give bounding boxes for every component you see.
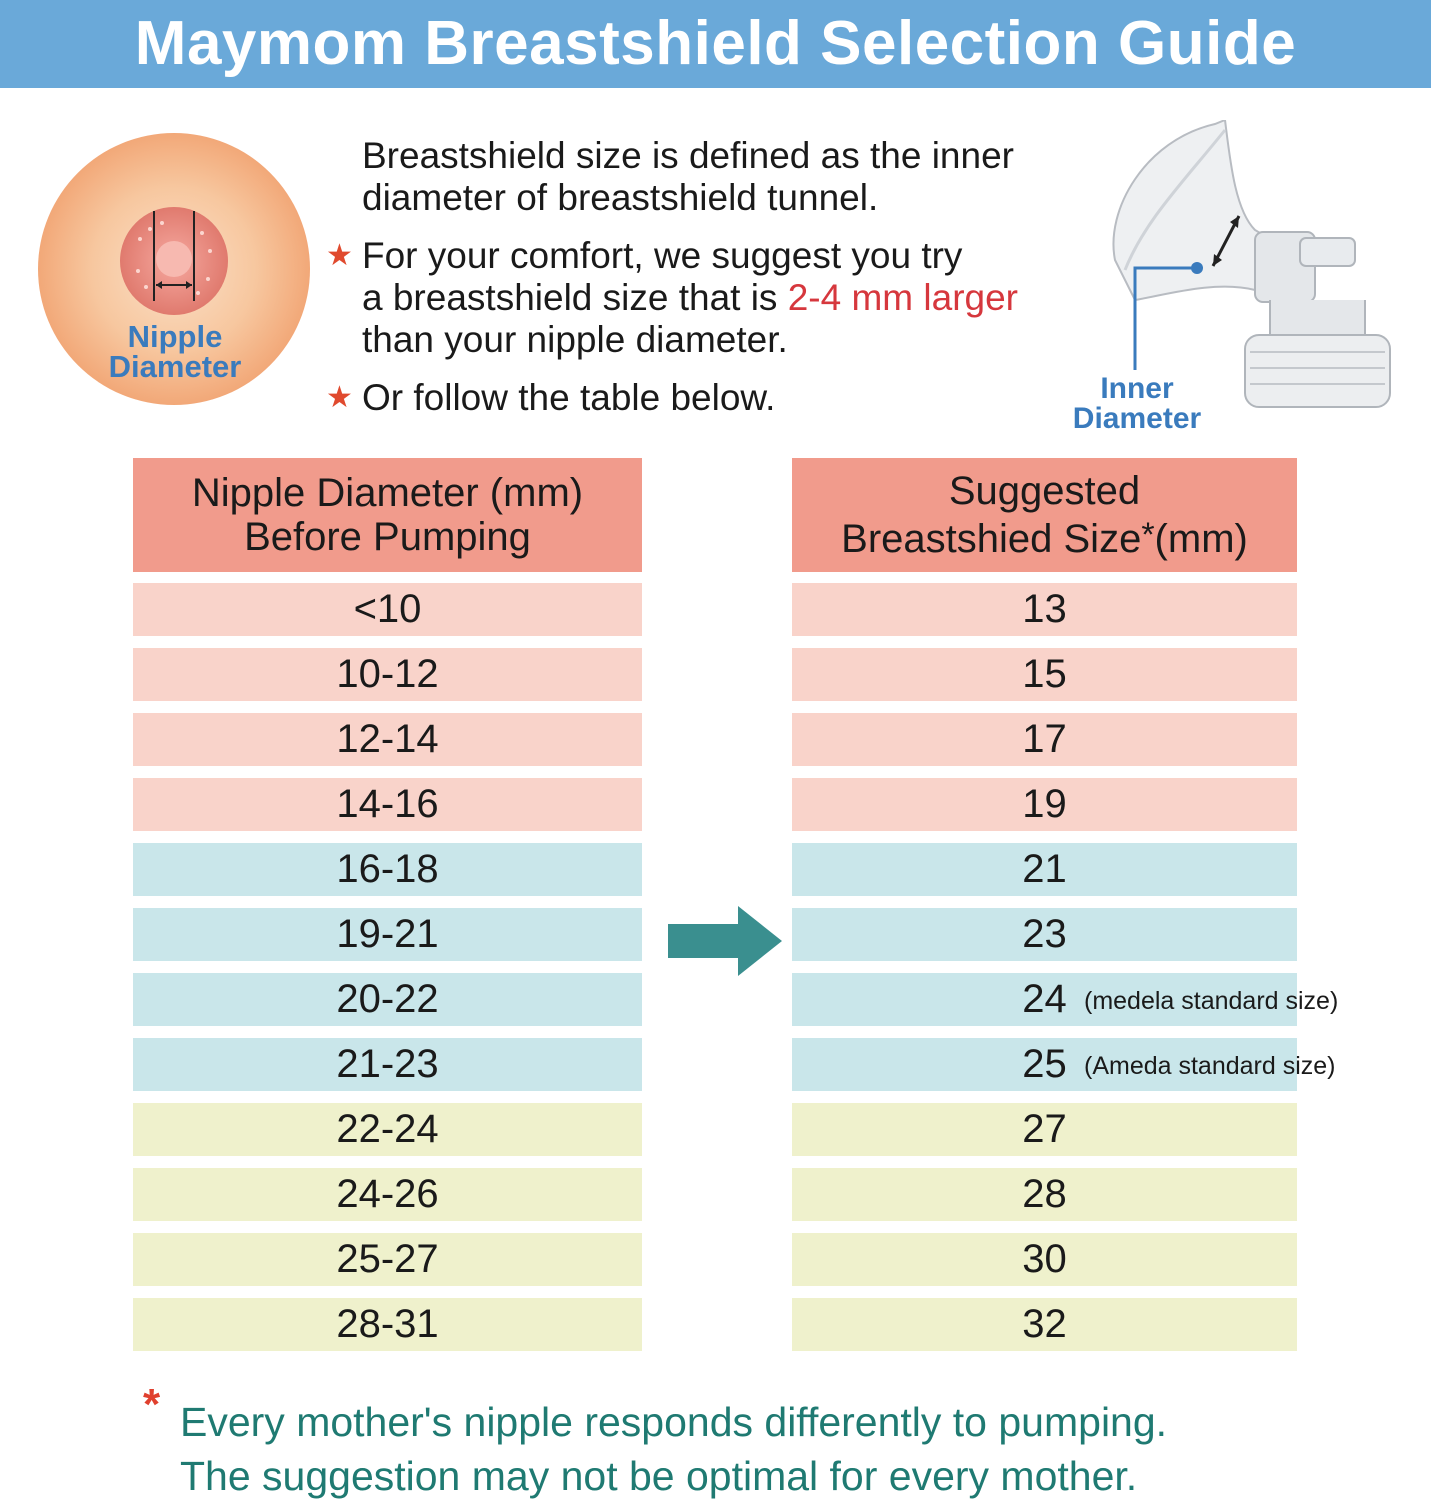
- bullet1-line-c: than your nipple diameter.: [362, 319, 788, 360]
- size-value: 21: [1022, 847, 1067, 891]
- suggested-size-cell: 17: [792, 713, 1297, 766]
- nipple-diameter-cell: 12-14: [133, 713, 642, 766]
- nipple-diameter-cell: <10: [133, 583, 642, 636]
- intro-line2: diameter of breastshield tunnel.: [362, 177, 879, 218]
- footnote-line1: Every mother's nipple responds different…: [180, 1399, 1168, 1445]
- suggested-size-cell: 19: [792, 778, 1297, 831]
- size-value: 28: [1022, 1172, 1067, 1216]
- nipple-diameter-column: <10 10-12 12-14 14-16 16-18 19-21 20-22 21-23 22…: [133, 583, 642, 1363]
- nipple-diameter-cell: 22-24: [133, 1103, 642, 1156]
- bullet2-text: Or follow the table below.: [362, 377, 776, 418]
- suggested-size-cell: 15: [792, 648, 1297, 701]
- size-value: 15: [1022, 652, 1067, 696]
- size-note: (Ameda standard size): [1084, 1052, 1336, 1080]
- suggested-size-cell: 25 (Ameda standard size): [792, 1038, 1336, 1091]
- suggested-size-cell: 30: [792, 1233, 1297, 1286]
- nipple-diameter-cell: 10-12: [133, 648, 642, 701]
- nipple-diameter-illustration: [38, 133, 310, 405]
- bullet-comfort: ★ For your comfort, we suggest you try a…: [326, 235, 1102, 361]
- nipple-diameter-cell: 20-22: [133, 973, 642, 1026]
- star-icon: ★: [326, 381, 353, 414]
- size-value: 25: [1022, 1042, 1067, 1086]
- right-header-line2: Breastshied Size*(mm): [841, 513, 1248, 561]
- footnote-line2: The suggestion may not be optimal for ev…: [180, 1453, 1138, 1499]
- nipple-diameter-header: Nipple Diameter (mm) Before Pumping: [133, 458, 642, 572]
- inner-label-line1: Inner: [1100, 372, 1174, 405]
- nipple-label-line1: Nipple: [127, 319, 223, 354]
- inner-label-line2: Diameter: [1072, 402, 1202, 435]
- right-header-unit: (mm): [1154, 517, 1248, 561]
- bullet1-text-b: a breastshield size that is: [362, 277, 788, 318]
- size-value: 24: [1022, 977, 1067, 1021]
- nipple-diameter-cell: 16-18: [133, 843, 642, 896]
- size-value: 17: [1022, 717, 1067, 761]
- footnote-asterisk: *: [143, 1380, 161, 1429]
- nipple-diameter-cell: 21-23: [133, 1038, 642, 1091]
- intro-line1: Breastshield size is defined as the inne…: [362, 135, 1014, 176]
- size-value: 23: [1022, 912, 1067, 956]
- suggested-size-cell: 23: [792, 908, 1297, 961]
- bullet1-line-b: a breastshield size that is 2-4 mm large…: [362, 277, 1102, 319]
- nipple-diameter-cell: 14-16: [133, 778, 642, 831]
- size-value: 19: [1022, 782, 1067, 826]
- size-value: 30: [1022, 1237, 1067, 1281]
- right-header-text: Breastshied Size: [841, 517, 1142, 561]
- page-title: Maymom Breastshield Selection Guide: [134, 9, 1297, 78]
- right-arrow-icon: [668, 906, 782, 976]
- suggested-size-cell: 24 (medela standard size): [792, 973, 1338, 1026]
- size-value: 27: [1022, 1107, 1067, 1151]
- size-value: 32: [1022, 1302, 1067, 1346]
- suggested-size-cell: 27: [792, 1103, 1297, 1156]
- suggested-size-column: 13 15 17 19 21 23 24 (medela standard size) 25 (A…: [792, 583, 1338, 1363]
- nipple-label-line2: Diameter: [108, 349, 242, 384]
- suggested-size-header: Suggested Breastshied Size*(mm): [792, 458, 1297, 572]
- right-header-line1: Suggested: [948, 469, 1141, 513]
- nipple-diameter-label: Nipple Diameter: [90, 319, 260, 384]
- bullet-table: ★ Or follow the table below.: [326, 377, 1102, 419]
- inner-diameter-label: Inner Diameter: [1062, 374, 1212, 434]
- suggested-size-cell: 13: [792, 583, 1297, 636]
- bullet1-line-a: For your comfort, we suggest you try: [362, 235, 963, 276]
- nipple-diameter-cell: 25-27: [133, 1233, 642, 1286]
- suggested-size-cell: 32: [792, 1298, 1297, 1351]
- nipple-diameter-cell: 19-21: [133, 908, 642, 961]
- left-header-line1: Nipple Diameter (mm): [191, 471, 584, 515]
- size-note: (medela standard size): [1084, 987, 1339, 1015]
- nipple-diameter-cell: 24-26: [133, 1168, 642, 1221]
- left-header-line2: Before Pumping: [244, 515, 531, 559]
- asterisk-mark: *: [1141, 516, 1155, 554]
- suggested-size-cell: 28: [792, 1168, 1297, 1221]
- intro-text: Breastshield size is defined as the inne…: [326, 135, 1102, 419]
- star-icon: ★: [326, 239, 353, 272]
- breastshield-illustration: [1112, 120, 1391, 408]
- nipple-diameter-cell: 28-31: [133, 1298, 642, 1351]
- suggested-size-cell: 21: [792, 843, 1297, 896]
- size-value: 13: [1022, 587, 1067, 631]
- highlight-size: 2-4 mm larger: [787, 277, 1018, 318]
- footnote: Every mother's nipple responds different…: [180, 1395, 1400, 1503]
- title-banner: Maymom Breastshield Selection Guide: [0, 0, 1431, 88]
